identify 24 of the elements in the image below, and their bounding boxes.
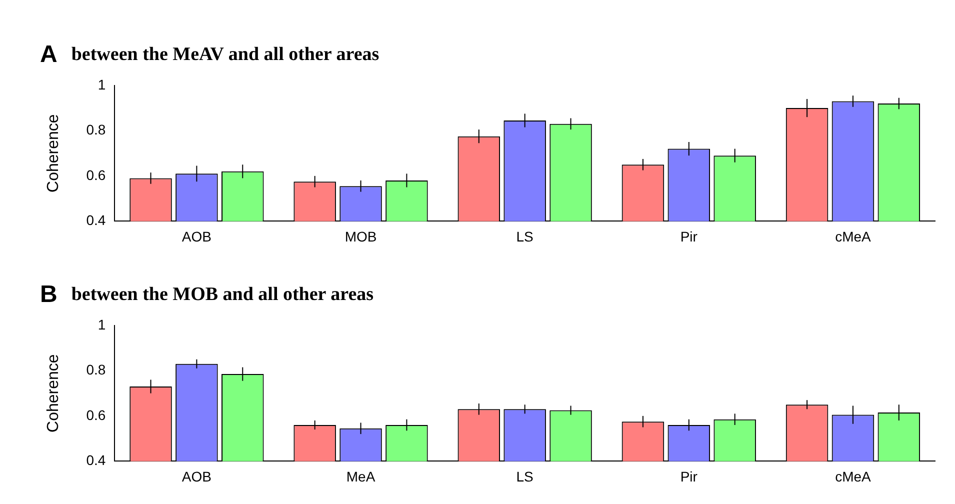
y-tick-label: 0.6 (86, 166, 106, 183)
y-axis-title: Coherence (45, 354, 62, 432)
y-tick-label: 0.8 (86, 362, 106, 378)
text: A (40, 41, 58, 69)
x-tick-label: cMeA (835, 468, 872, 484)
x-tick-label: AOB (182, 228, 212, 244)
x-tick-label: cMeA (835, 228, 872, 244)
y-tick-label: 1 (98, 76, 106, 92)
x-tick-label: AOB (182, 468, 212, 484)
x-tick-label: Pir (680, 468, 698, 484)
y-tick-label: 0.8 (86, 122, 106, 138)
x-tick-label: Pir (680, 228, 698, 244)
x-tick-label: LS (516, 228, 534, 244)
chart-title: between the MeAV and all other areas (71, 44, 380, 66)
x-tick-label: MOB (344, 228, 377, 244)
x-tick-label: MeA (346, 468, 376, 484)
y-tick-label: 0.4 (86, 212, 106, 228)
x-tick-label: LS (516, 468, 534, 484)
y-tick-label: 0.4 (86, 452, 106, 468)
chart-title: between the MOB and all other areas (71, 284, 374, 306)
y-axis-title: Coherence (45, 114, 62, 192)
text: B (40, 281, 58, 309)
y-tick-label: 1 (98, 316, 106, 332)
y-tick-label: 0.6 (86, 406, 106, 423)
